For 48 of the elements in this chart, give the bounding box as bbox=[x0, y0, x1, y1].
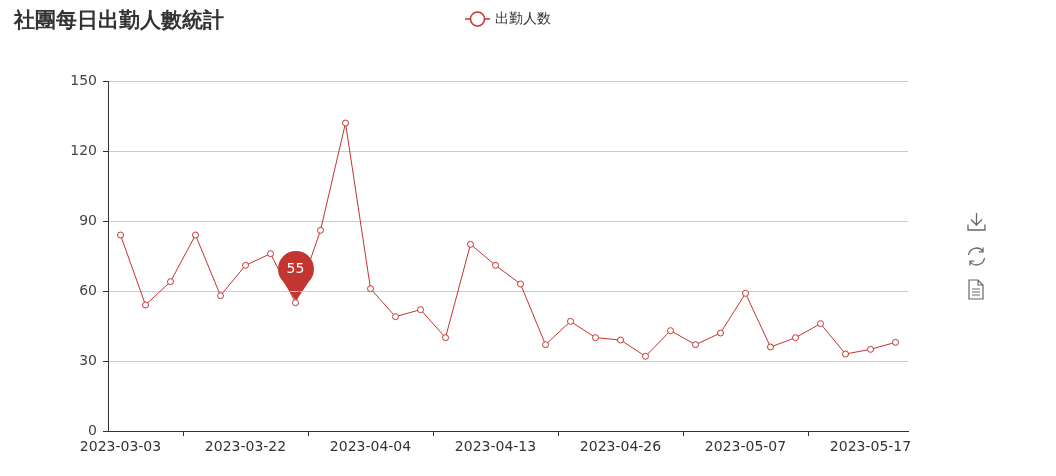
point bbox=[542, 341, 549, 349]
point bbox=[817, 320, 824, 328]
point bbox=[442, 334, 449, 342]
point bbox=[567, 317, 574, 325]
point bbox=[617, 336, 624, 344]
point bbox=[342, 119, 349, 127]
x-tick-label: 2023-04-04 bbox=[329, 438, 412, 455]
point bbox=[192, 231, 199, 239]
point bbox=[492, 261, 499, 269]
point bbox=[117, 231, 124, 239]
point bbox=[242, 261, 249, 269]
point bbox=[767, 343, 774, 351]
x-tick-label: 2023-04-26 bbox=[579, 438, 662, 455]
x-tick-label: 2023-04-13 bbox=[454, 438, 537, 455]
y-tick-label: 150 bbox=[70, 71, 97, 88]
point bbox=[642, 352, 649, 360]
x-tick-label: 2023-03-03 bbox=[79, 438, 162, 455]
point bbox=[517, 280, 524, 288]
point bbox=[667, 327, 674, 335]
point bbox=[142, 301, 149, 309]
point bbox=[742, 289, 749, 297]
x-tick-label: 2023-05-07 bbox=[704, 438, 787, 455]
x-tick-label: 2023-03-22 bbox=[204, 438, 287, 455]
x-tick-label: 2023-05-17 bbox=[829, 438, 912, 455]
point bbox=[692, 341, 699, 349]
y-tick-label: 90 bbox=[79, 211, 97, 228]
point bbox=[592, 334, 599, 342]
point bbox=[842, 350, 849, 358]
point bbox=[392, 313, 399, 321]
y-tick-label: 60 bbox=[79, 281, 97, 298]
point bbox=[267, 250, 274, 258]
point bbox=[292, 299, 299, 307]
point bbox=[892, 338, 899, 346]
point bbox=[217, 292, 224, 300]
legend-label: 出勤人数 bbox=[495, 9, 551, 26]
point bbox=[717, 329, 724, 337]
point bbox=[867, 345, 874, 353]
y-tick-label: 120 bbox=[70, 141, 97, 158]
y-tick-label: 0 bbox=[88, 421, 97, 438]
data-label: 55 bbox=[286, 260, 305, 277]
chart-title: 社團每日出勤人數統計 bbox=[13, 8, 224, 33]
point bbox=[167, 278, 174, 286]
y-tick-label: 30 bbox=[79, 351, 97, 368]
point bbox=[317, 226, 324, 234]
point bbox=[792, 334, 799, 342]
point bbox=[367, 285, 374, 293]
point bbox=[467, 240, 474, 248]
point bbox=[417, 306, 424, 314]
